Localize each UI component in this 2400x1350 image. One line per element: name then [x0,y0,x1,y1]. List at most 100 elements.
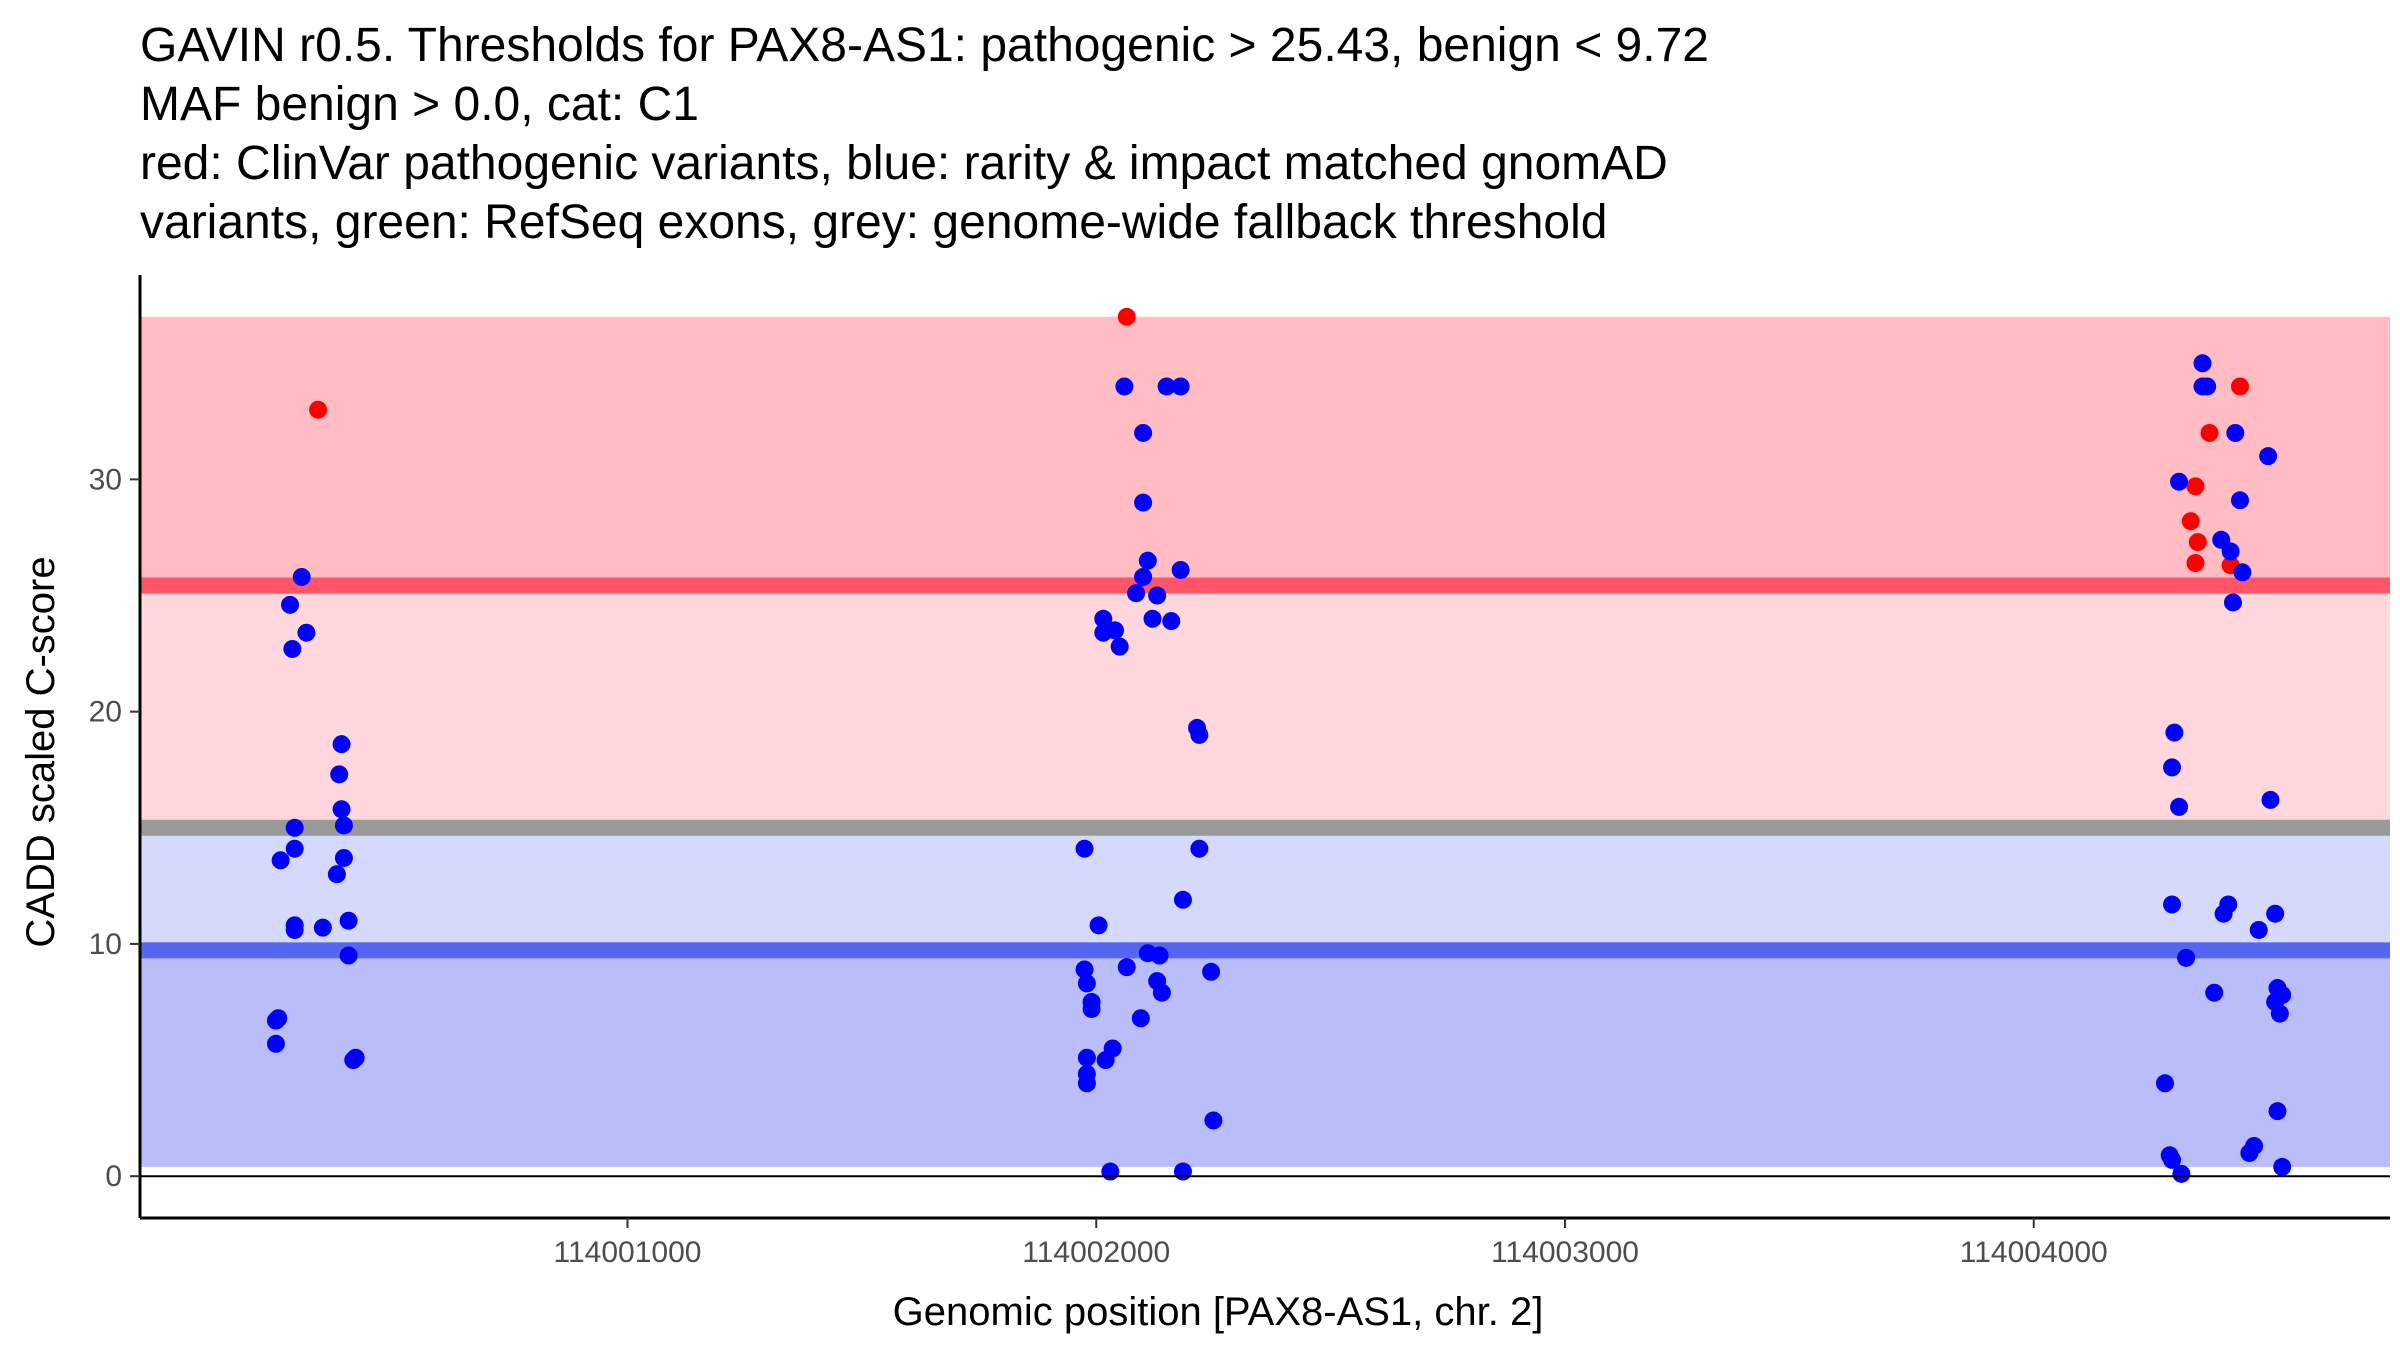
chart-title: GAVIN r0.5. Thresholds for PAX8-AS1: pat… [140,16,2380,252]
gnomad-point [1094,609,1113,628]
gnomad-point [330,765,349,784]
gnomad-point [1157,377,1176,396]
gnomad-point [2198,377,2217,396]
gnomad-point [281,595,299,614]
gnomad-point [1138,551,1157,570]
gnomad-point [1202,962,1221,981]
gnomad-point [1094,623,1113,642]
gnomad-point [2156,1074,2174,1093]
clinvar-point [2200,423,2219,442]
gnomad-point [1096,1051,1115,1070]
gnomad-point [2259,447,2278,466]
gnomad-point [1075,960,1094,979]
gnomad-point [1082,999,1101,1018]
gnomad-point [1150,946,1169,965]
clinvar-point [1117,307,1136,326]
intermediate-lower-zone [140,827,2390,951]
gnomad-point [1171,560,1190,579]
clinvar-point [2231,377,2249,396]
gnomad-point [1134,423,1153,442]
gnomad-point [1143,609,1162,628]
gnomad-point [2170,472,2189,491]
gnomad-point [1075,839,1094,858]
threshold-lines [140,577,2390,959]
gnomad-point [1110,637,1129,656]
gnomad-point [1115,377,1134,396]
gnomad-point [2165,723,2184,742]
gnomad-point [283,639,302,658]
gnomad-point [285,920,304,939]
gnomad-point [1089,916,1108,935]
gnomad-point [2261,790,2280,809]
gnomad-point [2249,920,2268,939]
gnomad-point [339,911,358,930]
gnomad-point [1173,1162,1192,1181]
gnomad-point [339,946,358,965]
gnomad-point [2221,542,2240,561]
gnomad-point [2170,797,2189,816]
gnomad-point [1152,983,1171,1002]
gnomad-point [1190,725,1209,744]
gnomad-point [285,818,304,837]
clinvar-point [2186,477,2205,496]
gnomad-point [1162,612,1181,631]
gnomad-point [1101,1162,1120,1181]
benign-zone [140,950,2390,1167]
gnomad-point [269,1009,288,1028]
gnomad-point [1117,958,1136,977]
gnomad-point [1190,839,1209,858]
clinvar-point [2186,554,2205,573]
gnomad-point [1173,890,1192,909]
gnomad-point [2163,1150,2182,1169]
gnomad-point [2270,1004,2289,1023]
x-tick-label: 114003000 [1491,1236,1639,1269]
gnomad-point [285,839,304,858]
title-line-4: variants, green: RefSeq exons, grey: gen… [140,196,1608,249]
data-points [266,307,2292,1183]
gnomad-point [332,735,351,754]
gnomad-point [2223,593,2242,612]
gnomad-point [271,851,290,870]
clinvar-point [309,400,328,419]
y-tick-label: 10 [89,928,122,961]
title-line-3: red: ClinVar pathogenic variants, blue: … [140,137,1668,190]
x-axis-title: Genomic position [PAX8-AS1, chr. 2] [893,1290,1544,1334]
gnomad-point [1171,377,1190,396]
gnomad-point [334,816,353,835]
y-tick-label: 20 [89,696,122,729]
gnomad-point [1134,567,1153,586]
gnomad-point [2177,948,2196,967]
gnomad-point [313,918,332,937]
gnomad-point [1148,586,1167,605]
gnomad-point [2233,563,2252,582]
gnomad-point [327,865,346,884]
gnomad-point [2231,491,2249,510]
gnomad-point [2172,1164,2191,1183]
pathogenic-zone [140,316,2390,586]
title-line-1: GAVIN r0.5. Thresholds for PAX8-AS1: pat… [140,19,1709,72]
gnomad-point [2205,983,2224,1002]
gnomad-point [1131,1009,1150,1028]
clinvar-point [2181,512,2200,531]
gnomad-point [2163,895,2182,914]
gnomad-point [2240,1143,2259,1162]
gnomad-point [1077,1074,1096,1093]
x-tick-label: 114001000 [554,1236,702,1269]
x-tick-label: 114002000 [1022,1236,1170,1269]
gnomad-point [2193,354,2212,373]
y-axis-title: CADD scaled C-score [19,556,63,947]
intermediate-upper-zone [140,585,2390,828]
gnomad-point [1134,493,1153,512]
gnomad-point [344,1051,363,1070]
gnomad-point [2226,423,2245,442]
y-tick-label: 30 [89,463,122,496]
x-tick-label: 114004000 [1960,1236,2108,1269]
gnomad-point [292,567,311,586]
y-tick-label: 0 [105,1160,122,1193]
title-line-2: MAF benign > 0.0, cat: C1 [140,78,699,131]
threshold-bands [140,316,2390,1167]
gnomad-point [266,1034,285,1053]
gnomad-point [1077,1048,1096,1067]
axis-ticks: 114001000 114002000 114003000 114004000 0 10 2… [89,463,2108,1269]
